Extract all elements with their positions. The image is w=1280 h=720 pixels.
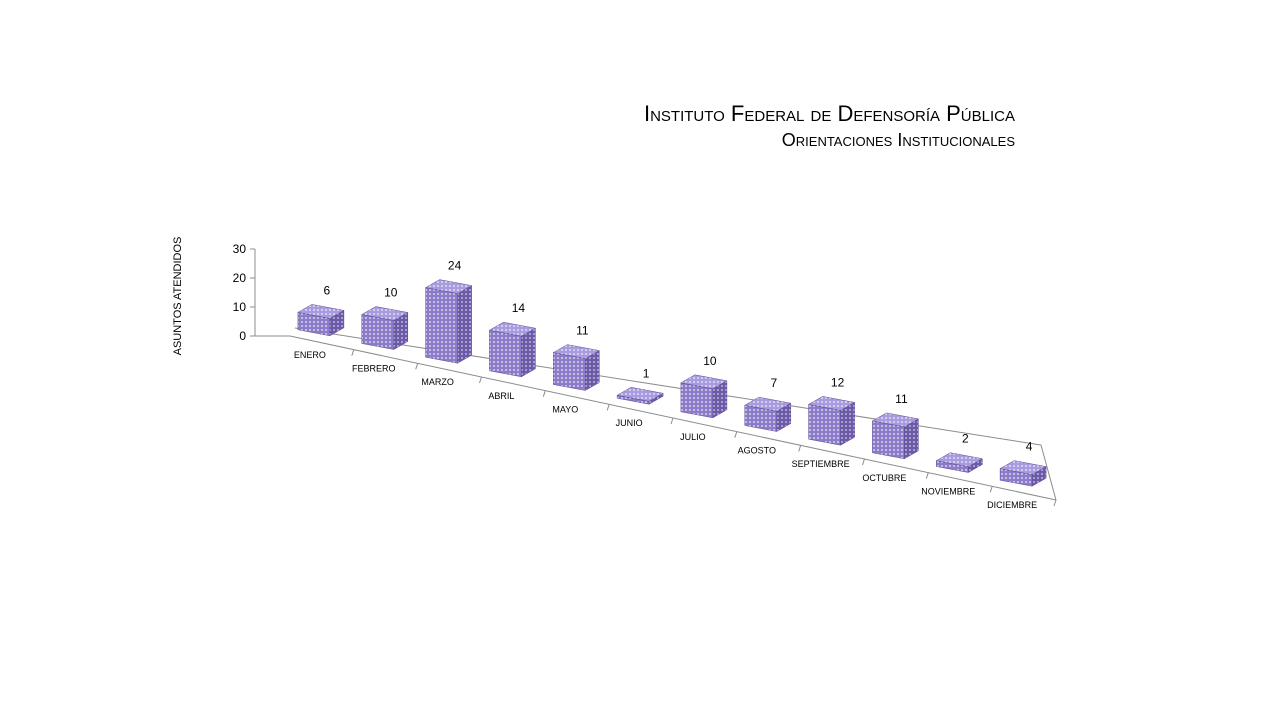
bar-junio [616,387,664,405]
bar-marzo [424,279,473,364]
x-tick-mark [542,390,546,397]
x-tick-mark [479,376,482,384]
x-tick-label: ABRIL [488,391,514,401]
chart-subtitle: Orientaciones Institucionales [781,130,1015,150]
x-tick-label: JULIO [680,432,706,442]
title-block: Instituto Federal de Defensoría Pública … [644,100,1015,152]
axes-layer [250,248,1057,507]
bar-top-face [552,344,601,359]
data-label: 24 [448,259,462,273]
bar-enero [297,304,345,337]
x-tick-mark [351,349,355,356]
x-tick-mark [798,445,802,452]
chart-title: Instituto Federal de Defensoría Pública [643,101,1015,126]
bar-top-face [680,374,728,390]
x-tick-mark [734,431,738,438]
data-label: 10 [703,354,717,368]
bar-septiembre [807,396,856,446]
bar-julio [680,374,728,419]
y-tick-label: 0 [239,329,246,343]
data-label: 12 [831,375,845,389]
data-label: 11 [576,324,589,338]
bar-top-face [871,412,920,428]
x-tick-label: SEPTIEMBRE [792,459,850,469]
bar-side-face [521,327,536,378]
bar-top-face [935,452,984,467]
data-label: 4 [1026,440,1033,454]
x-tick-label: OCTUBRE [862,473,906,483]
floor-back-edge [294,327,1042,446]
bar-abril [488,321,537,378]
bar-top-face [488,321,537,337]
bar-top-face [424,279,473,294]
bar-front-face [808,404,841,446]
bar-agosto [744,396,792,432]
data-label: 11 [895,392,908,406]
y-tick-label: 10 [233,300,247,314]
bar-front-face [489,329,522,378]
x-tick-label: FEBRERO [352,364,396,374]
x-tick-label: AGOSTO [738,446,776,456]
x-tick-label: JUNIO [616,418,643,428]
bar-top-face [744,396,792,412]
y-tick-label: 20 [233,271,247,285]
bar-top-face [297,304,345,319]
floor-right-edge [1040,444,1057,501]
bar-side-face [457,285,472,364]
x-tick-label: ENERO [294,350,326,360]
x-tick-mark [989,486,993,493]
x-tick-mark [1053,499,1057,507]
x-tick-mark [925,472,929,479]
x-tick-mark [670,417,674,425]
x-tick-mark [862,458,865,466]
bar-top-face [807,396,856,411]
labels-layer: 0 10 20 30 ASUNTOS ATENDIDOS 6 ENERO 10 FEBRERO 2… [172,237,1037,511]
x-tick-label: MAYO [552,405,578,415]
data-label: 7 [770,376,777,390]
bar-diciembre [999,460,1047,487]
data-label: 1 [643,366,650,380]
bar-front-face [553,352,586,391]
bar-front-face [425,287,458,364]
x-tick-label: DICIEMBRE [987,500,1037,510]
y-axis-label: ASUNTOS ATENDIDOS [172,237,184,356]
bar-febrero [361,306,409,350]
bar-noviembre [935,452,984,473]
data-label: 10 [384,286,398,300]
x-tick-mark [415,363,419,370]
bars-layer [297,279,1047,487]
bar-front-face [872,420,905,460]
y-tick-label: 30 [233,242,247,256]
bar-top-face [999,460,1047,475]
data-label: 2 [962,432,969,446]
bar-top-face [616,387,664,402]
data-label: 14 [512,301,526,315]
bar-octubre [871,412,920,460]
bar-mayo [552,344,601,391]
x-tick-mark [606,404,610,411]
x-tick-label: NOVIEMBRE [921,487,975,497]
data-label: 6 [324,283,331,297]
x-tick-label: MARZO [421,377,454,387]
bar-top-face [361,306,409,321]
